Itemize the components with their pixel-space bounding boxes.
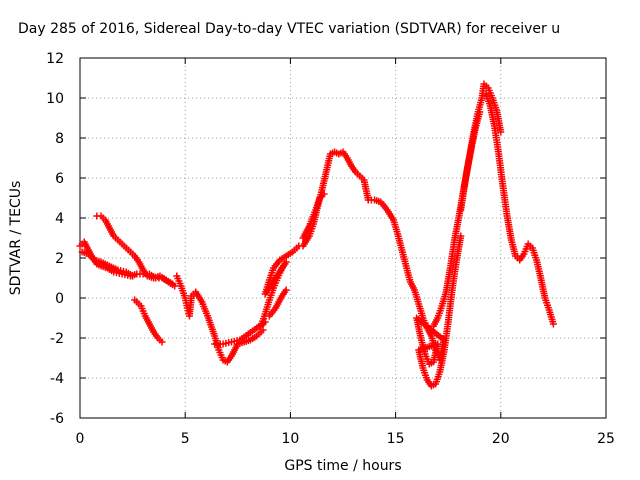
data-point xyxy=(282,286,290,294)
data-point xyxy=(169,280,177,288)
x-axis-title: GPS time / hours xyxy=(284,458,401,474)
x-tick-label: 25 xyxy=(597,431,615,447)
data-point xyxy=(497,128,505,136)
y-tick-label: 10 xyxy=(46,91,64,107)
y-tick-label: 2 xyxy=(55,251,64,267)
plot-frame xyxy=(79,57,607,419)
x-tick-label: 0 xyxy=(76,431,85,447)
y-tick-label: 6 xyxy=(55,171,64,187)
data-point xyxy=(549,320,557,328)
grid xyxy=(80,58,606,418)
y-tick-label: -6 xyxy=(50,411,64,427)
data-points xyxy=(76,80,557,390)
y-tick-label: 12 xyxy=(46,51,64,67)
y-tick-labels: -6 -4 -2 0 2 4 6 8 10 12 xyxy=(46,51,64,427)
y-axis-title: SDTVAR / TECUs xyxy=(8,181,24,296)
data-point xyxy=(158,338,166,346)
chart-title: Day 285 of 2016, Sidereal Day-to-day VTE… xyxy=(18,21,560,37)
data-point xyxy=(129,272,137,280)
axis-ticks xyxy=(79,57,607,419)
y-tick-label: -2 xyxy=(50,331,64,347)
x-tick-label: 10 xyxy=(281,431,299,447)
x-tick-label: 15 xyxy=(387,431,405,447)
y-tick-label: 4 xyxy=(55,211,64,227)
y-tick-label: 0 xyxy=(55,291,64,307)
y-tick-label: 8 xyxy=(55,131,64,147)
data-point xyxy=(259,326,267,334)
x-tick-labels: 0 5 10 15 20 25 xyxy=(76,431,615,447)
x-tick-label: 20 xyxy=(492,431,510,447)
y-tick-label: -4 xyxy=(50,371,64,387)
x-tick-label: 5 xyxy=(181,431,190,447)
